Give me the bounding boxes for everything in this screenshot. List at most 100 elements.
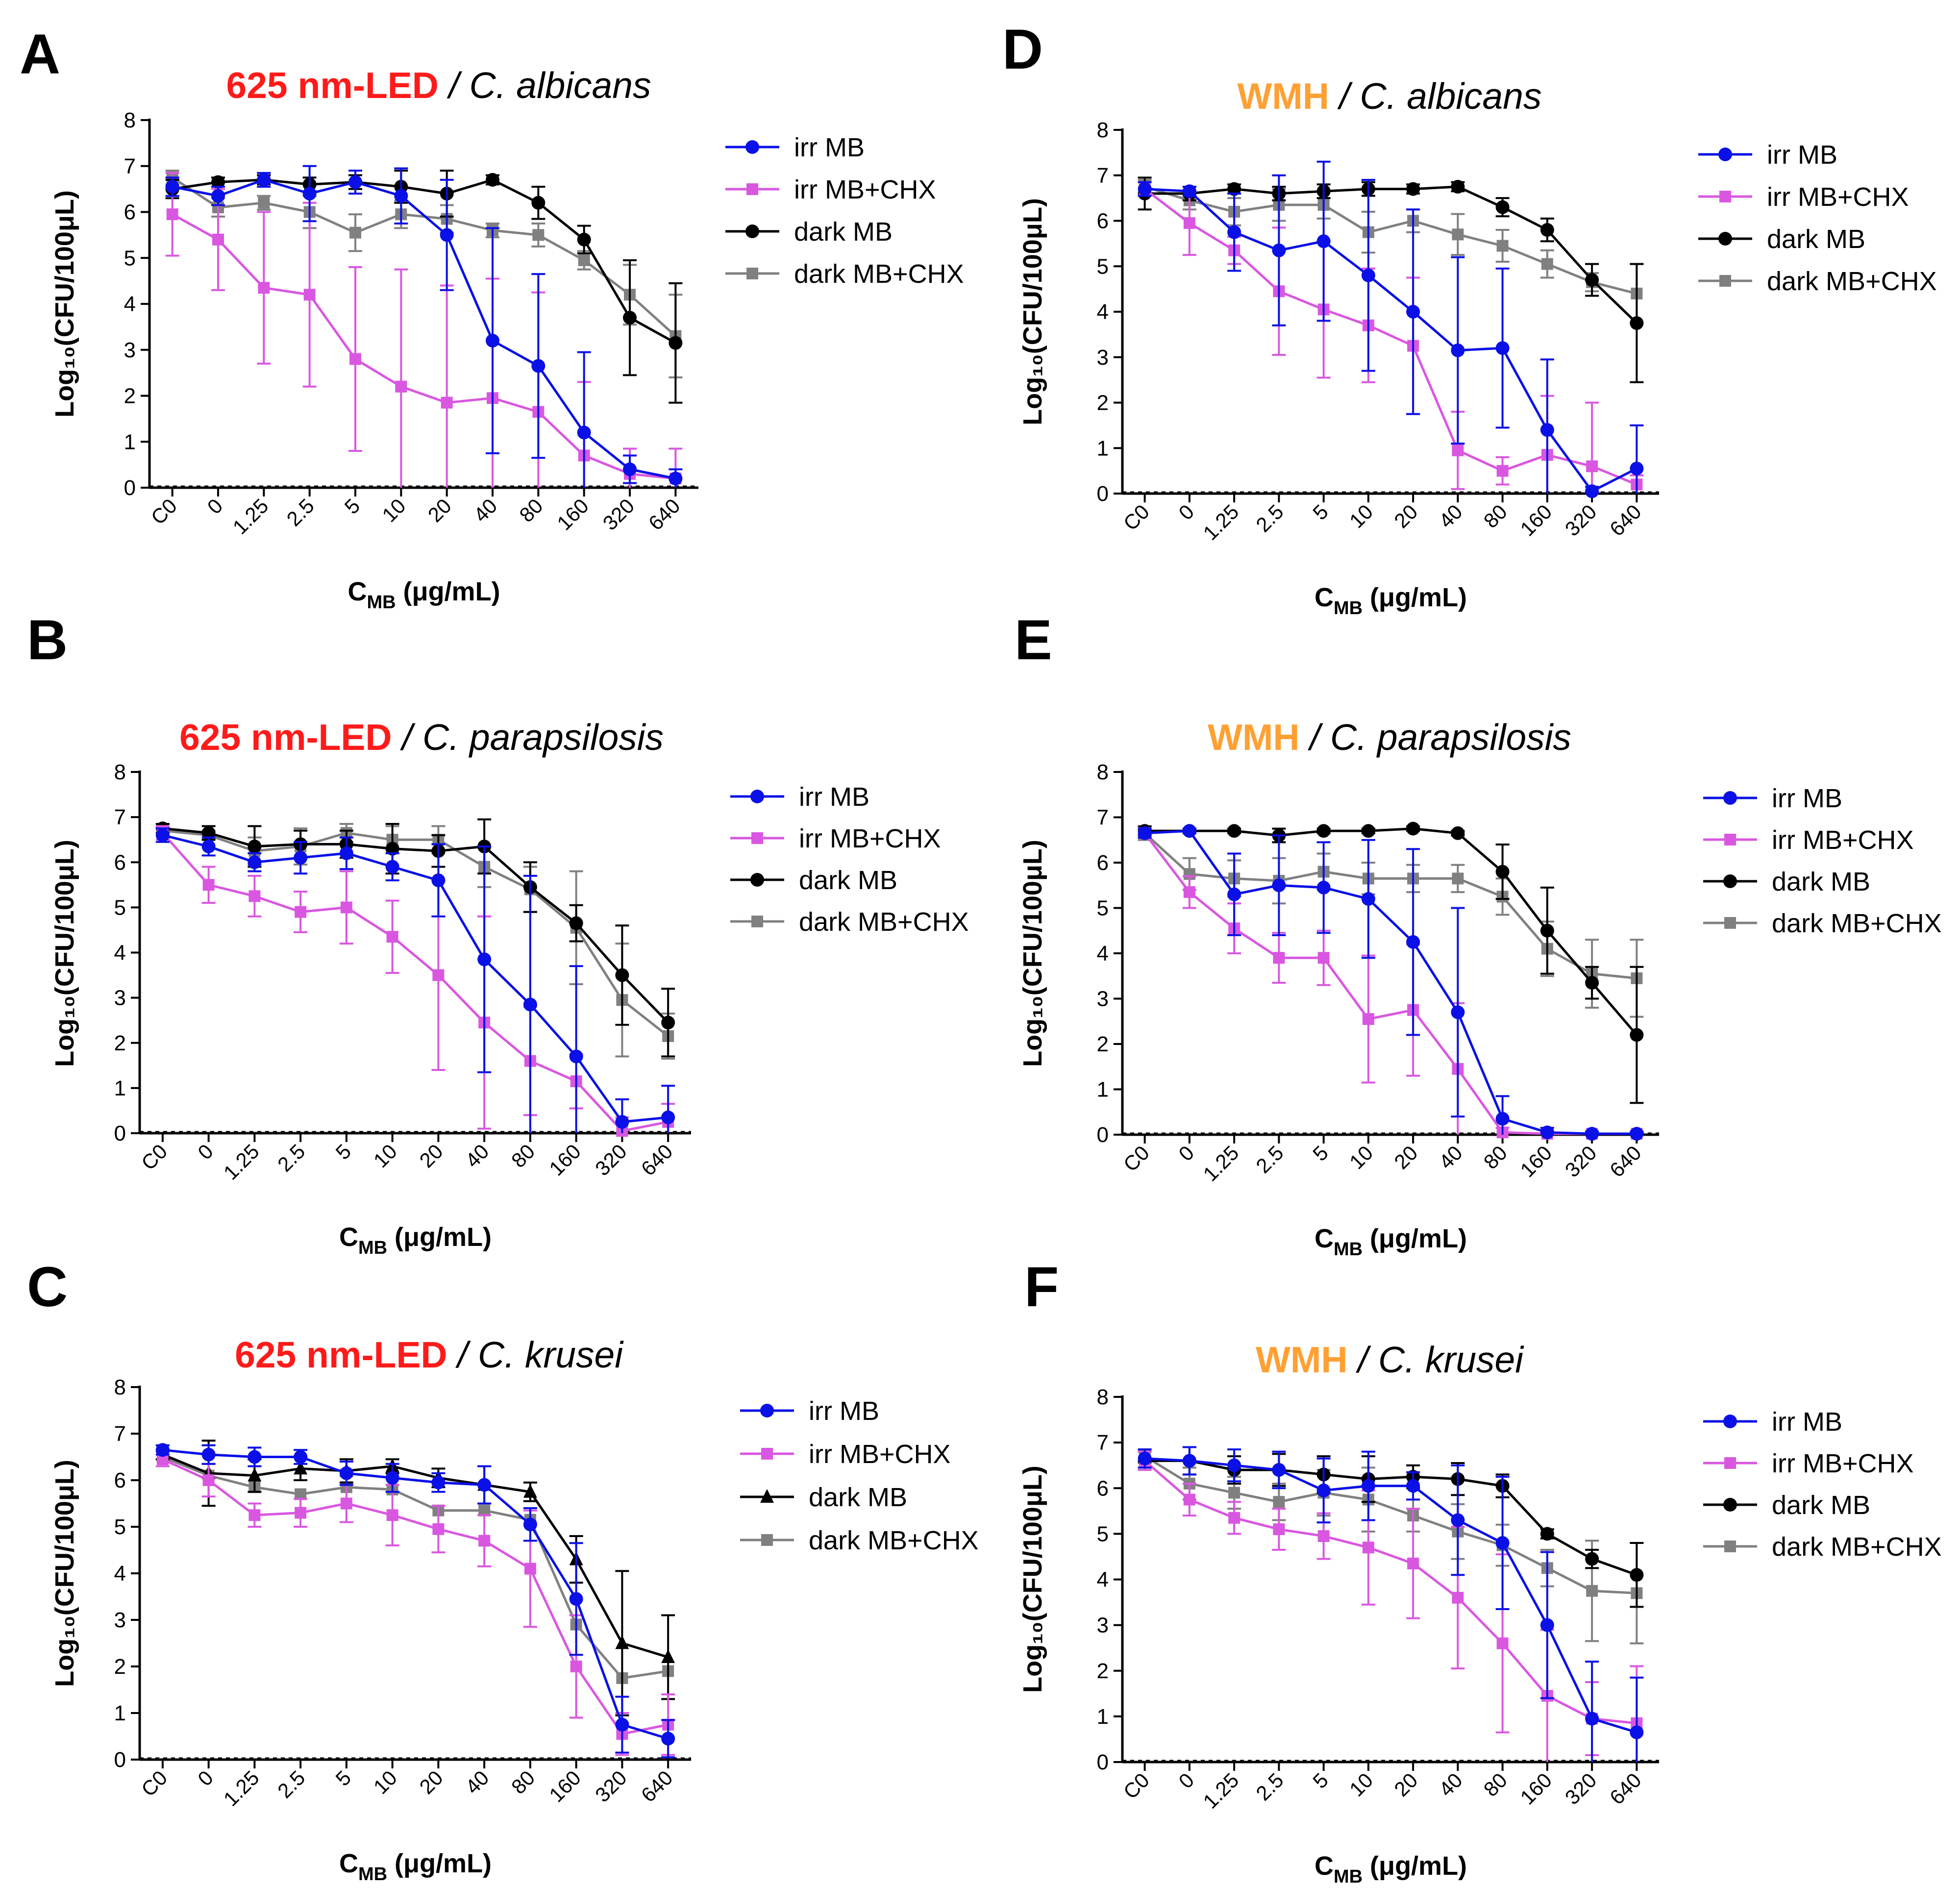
y-tick-label: 8 — [1097, 760, 1109, 784]
legend-label: dark MB+CHX — [799, 907, 969, 937]
y-tick-label: 1 — [124, 430, 136, 454]
data-point — [1495, 1112, 1510, 1126]
x-tick-label: C0 — [1119, 1768, 1154, 1803]
x-tick-label: 2.5 — [1251, 1141, 1288, 1178]
data-point — [166, 208, 178, 221]
series-line — [1144, 1455, 1637, 1594]
y-tick-label: 7 — [124, 154, 136, 178]
x-tick-label: 5 — [331, 1140, 355, 1164]
legend-marker — [760, 1404, 774, 1417]
series-irr-mb-chx — [1138, 1450, 1644, 1762]
x-tick-label: 10 — [1345, 1141, 1377, 1173]
y-tick-label: 3 — [1097, 346, 1109, 370]
legend-label: dark MB — [809, 1483, 907, 1512]
x-tick-label: 1.25 — [219, 1766, 264, 1811]
data-point — [1227, 887, 1241, 901]
data-point — [1495, 341, 1510, 355]
y-tick-label: 8 — [124, 108, 136, 132]
legend-item: irr MB+CHX — [1703, 1449, 1914, 1478]
y-tick-label: 4 — [1097, 300, 1109, 324]
y-tick-label: 3 — [114, 986, 126, 1010]
legend-label: irr MB — [1772, 1407, 1842, 1437]
data-point — [486, 173, 499, 187]
legend-label: irr MB+CHX — [799, 824, 941, 853]
y-tick-label: 6 — [114, 850, 126, 874]
x-tick-label: 40 — [469, 494, 501, 526]
data-point — [349, 226, 361, 239]
series-irr-mb — [155, 1443, 675, 1759]
x-tick-label: 20 — [415, 1140, 447, 1172]
legend-label: irr MB — [799, 782, 869, 812]
data-point — [1540, 1527, 1554, 1541]
series-line — [162, 829, 669, 1037]
title-species: / C. albicans — [439, 65, 651, 106]
y-axis-label: Log₁₀(CFU/100μL) — [1018, 198, 1047, 425]
data-point — [258, 282, 270, 294]
data-point — [349, 353, 361, 365]
x-tick-label: 40 — [1434, 1141, 1466, 1173]
legend-item: irr MB+CHX — [1703, 825, 1914, 855]
title-light-source: WMH — [1238, 75, 1329, 117]
y-tick-label: 8 — [114, 1375, 126, 1399]
legend-label: dark MB — [1772, 867, 1870, 896]
legend-marker — [746, 268, 758, 279]
legend-marker — [1724, 1540, 1736, 1552]
y-axis-label: Log₁₀(CFU/100μL) — [1018, 1466, 1047, 1693]
x-tick-label: 40 — [1434, 1768, 1466, 1801]
x-tick-label: 1.25 — [219, 1140, 264, 1184]
legend-marker — [1719, 275, 1731, 287]
data-point — [1540, 223, 1554, 237]
legend-marker — [1724, 917, 1736, 929]
data-point — [1585, 1127, 1599, 1141]
x-tick-label: 640 — [644, 494, 685, 535]
data-point — [1586, 1585, 1598, 1597]
data-point — [523, 1484, 537, 1498]
y-tick-label: 0 — [114, 1121, 126, 1145]
x-axis-label: CMB (μg/mL) — [347, 577, 500, 613]
legend: irr MB irr MB+CHX dark MB dark MB+CHX — [730, 782, 969, 937]
x-tick-label: 640 — [637, 1766, 677, 1807]
series-line — [162, 827, 669, 1024]
data-point — [165, 179, 179, 194]
data-point — [1361, 268, 1375, 282]
data-point — [1452, 1591, 1464, 1604]
legend-item: irr MB+CHX — [725, 175, 936, 204]
x-tick-label: 80 — [1479, 500, 1512, 532]
x-tick-label: 40 — [1434, 500, 1466, 532]
y-tick-label: 1 — [1097, 1705, 1109, 1729]
x-tick-label: 5 — [1308, 1768, 1333, 1793]
x-tick-label: 160 — [545, 1140, 585, 1180]
data-point — [340, 901, 352, 914]
data-point — [386, 1509, 398, 1521]
data-point — [623, 311, 637, 325]
legend: irr MB irr MB+CHX dark MB dark MB+CHX — [725, 133, 964, 289]
title-species: / C. parapsilosis — [392, 717, 664, 758]
data-point — [211, 189, 225, 203]
y-tick-label: 4 — [114, 1562, 126, 1586]
y-tick-label: 2 — [1097, 1032, 1109, 1056]
x-tick-label: 640 — [1605, 500, 1646, 541]
legend-marker — [745, 224, 759, 238]
series-line — [1144, 827, 1638, 1036]
chart-title: 625 nm-LED / C. albicans — [226, 65, 651, 106]
data-point — [1586, 460, 1598, 472]
legend-label: dark MB+CHX — [1772, 909, 1942, 938]
series-irr-mb — [155, 827, 675, 1133]
y-tick-label: 6 — [1097, 1476, 1109, 1500]
y-tick-label: 0 — [1097, 482, 1109, 506]
data-point — [295, 906, 307, 918]
data-point — [1138, 1451, 1152, 1466]
series-line — [1144, 188, 1637, 493]
legend: irr MB irr MB+CHX dark MB dark MB+CHX — [1698, 140, 1937, 296]
series-dark-mb-chx — [155, 822, 675, 1060]
data-point — [1630, 1127, 1644, 1141]
x-tick-label: 10 — [377, 494, 410, 526]
chart-title: 625 nm-LED / C. krusei — [235, 1334, 624, 1375]
legend-label: irr MB+CHX — [1767, 182, 1909, 212]
y-tick-label: 1 — [114, 1701, 126, 1725]
x-tick-label: C0 — [137, 1766, 172, 1801]
series-irr-mb — [1138, 1446, 1644, 1762]
y-tick-label: 7 — [1097, 806, 1109, 830]
data-point — [1406, 305, 1420, 319]
series-line — [162, 1453, 669, 1659]
